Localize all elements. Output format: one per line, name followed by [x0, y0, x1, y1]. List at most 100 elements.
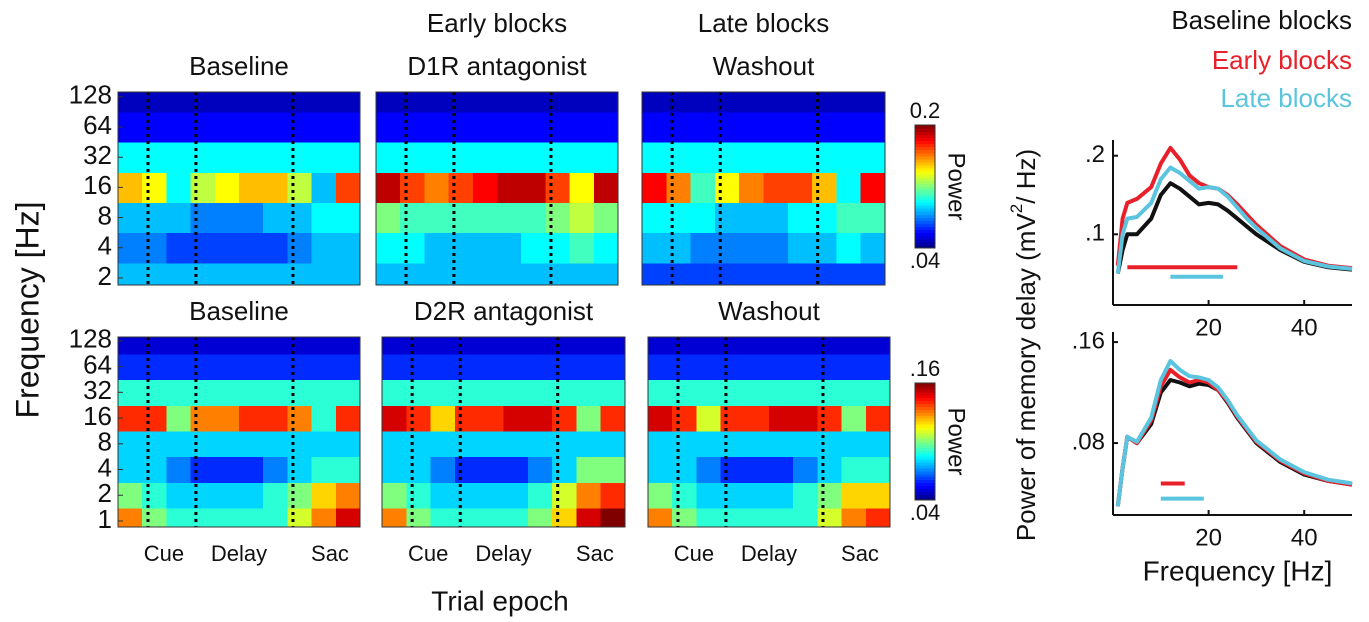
heatmap-cell	[714, 142, 740, 173]
heatmap-cell	[720, 482, 746, 509]
heatmap-cell	[787, 232, 813, 264]
heatmap-cell	[860, 172, 886, 204]
heatmap-cell	[406, 508, 432, 528]
heatmap-cell	[793, 508, 818, 528]
colorbar-step	[915, 400, 935, 405]
heatmap-cell	[672, 430, 697, 458]
heatmap-cell	[817, 508, 843, 528]
heatmap-cell	[406, 430, 432, 458]
heatmap-cell	[454, 405, 480, 432]
heatmap-cell	[335, 337, 361, 355]
series-line	[1115, 367, 1353, 507]
heatmap-cell	[263, 482, 288, 509]
heatmap-cell	[214, 379, 240, 406]
colorbar-step	[915, 155, 935, 160]
heatmap-cell	[335, 142, 361, 173]
heatmap-cell	[335, 111, 361, 143]
colorbar-step	[915, 149, 935, 154]
colorbar-step	[915, 447, 935, 451]
heatmap-cell	[690, 202, 716, 234]
heatmap-cell	[142, 353, 167, 381]
heatmap-cell	[696, 482, 722, 509]
heatmap-cell	[569, 172, 595, 204]
colorbar-step	[915, 164, 935, 169]
heatmap-cell	[430, 482, 456, 509]
colorbar-label: Power	[943, 152, 970, 220]
legend-entry: Early blocks	[1212, 45, 1352, 75]
heatmap-cell	[214, 353, 240, 381]
heatmap-cell	[720, 508, 746, 528]
colorbar-step	[915, 137, 935, 141]
heatmap-cell	[497, 232, 522, 264]
heatmap-cell	[787, 172, 813, 204]
heatmap-cell	[648, 353, 673, 381]
heatmap-cell	[430, 456, 456, 483]
heatmap-cell	[642, 172, 667, 204]
heatmap-cell	[527, 337, 553, 355]
colorbar-step	[915, 476, 935, 481]
colorbar-step	[915, 152, 935, 157]
colorbar-step	[915, 146, 935, 151]
heatmap-cell	[690, 111, 716, 143]
heatmap-cell	[812, 172, 837, 204]
heatmap-cell	[714, 232, 740, 264]
heatmap-cell	[214, 262, 240, 286]
heatmap-cell	[263, 379, 288, 406]
heatmap-cell	[430, 337, 456, 355]
colorbar-step	[915, 238, 935, 243]
heatmap-cell	[166, 172, 192, 204]
x-tick-label: Cue	[144, 541, 184, 566]
heatmap-cell	[448, 202, 474, 234]
heatmap-cell	[263, 508, 288, 528]
heatmap-cell	[521, 142, 546, 173]
heatmap-cell	[841, 353, 867, 381]
heatmap-cell	[190, 202, 216, 234]
heatmap-cell	[472, 111, 498, 143]
heatmap-cell	[817, 379, 843, 406]
heatmap-cell	[376, 202, 401, 234]
label-superscript: 2	[1007, 204, 1026, 213]
x-tick-label: Sac	[311, 541, 349, 566]
series-line	[1115, 359, 1353, 507]
heatmap-cell	[400, 202, 425, 234]
heatmap-cell	[569, 202, 595, 234]
heatmap-cell	[335, 262, 361, 286]
heatmap-cell	[763, 262, 789, 286]
colorbar-step	[915, 220, 935, 224]
heatmap-cell	[190, 405, 216, 432]
heatmap-cell	[696, 456, 722, 483]
heatmap-cell	[696, 353, 722, 381]
heatmap-cell	[335, 508, 361, 528]
heatmap-cell	[166, 111, 192, 143]
heatmap-cell	[142, 262, 167, 286]
colorbar-step	[915, 444, 935, 448]
heatmap-cell	[497, 142, 522, 173]
heatmap-cell	[311, 482, 337, 509]
heatmap-cell	[263, 353, 288, 381]
panel-title: Washout	[718, 296, 820, 326]
colorbar-step	[915, 415, 935, 419]
heatmap-cell	[860, 202, 886, 234]
heatmap-cell	[190, 142, 216, 173]
y-tick-label: 64	[83, 110, 112, 140]
heatmap-cell	[744, 353, 770, 381]
heatmap-cell	[545, 111, 571, 143]
heatmap-cell	[263, 405, 288, 432]
heatmap-cell	[335, 379, 361, 406]
heatmap-cell	[190, 379, 216, 406]
heatmap-cell	[739, 202, 765, 234]
heatmap-cell	[424, 172, 450, 204]
heatmap-cell	[166, 262, 192, 286]
heatmap-cell	[335, 232, 361, 264]
heatmap-cell	[190, 353, 216, 381]
heatmap-cell	[424, 111, 450, 143]
colorbar-step	[915, 479, 935, 484]
heatmap-cell	[787, 111, 813, 143]
heatmap-cell	[239, 456, 264, 483]
heatmap-cell	[166, 456, 192, 483]
heatmap-cell	[527, 405, 553, 432]
x-tick-label: Cue	[408, 541, 448, 566]
colorbar-step	[915, 383, 935, 387]
colorbar-step	[915, 125, 935, 129]
heatmap-cell	[406, 337, 432, 355]
